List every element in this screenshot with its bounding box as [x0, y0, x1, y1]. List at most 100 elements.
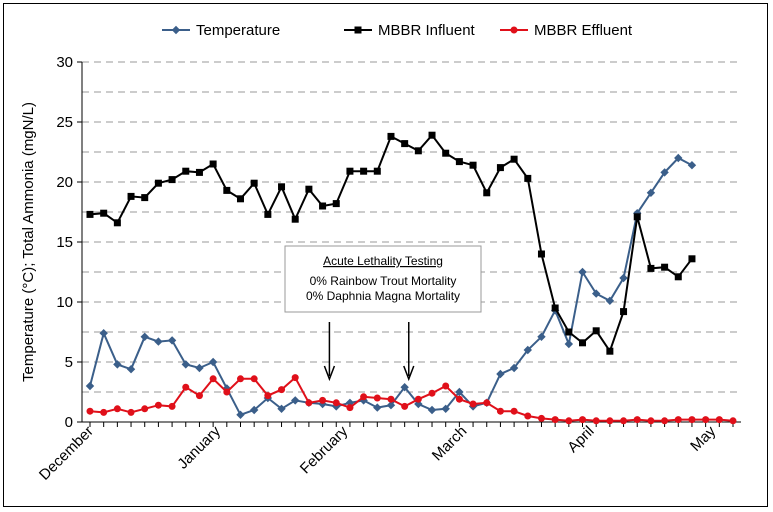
legend-label: Temperature [196, 22, 280, 39]
mbbr-effluent-point [620, 417, 628, 425]
temperature-point [564, 339, 574, 349]
mbbr-effluent-point [606, 417, 614, 425]
temperature-point [496, 369, 505, 379]
mbbr-influent-point [86, 210, 94, 218]
legend-item-mbbr-influent: MBBR Influent [344, 22, 476, 39]
temperature-point [126, 364, 136, 374]
temperature-point [85, 381, 95, 391]
temperature-point [674, 153, 683, 163]
mbbr-influent-point [387, 132, 395, 140]
mbbr-effluent-point [592, 417, 600, 425]
mbbr-influent-point [565, 328, 573, 336]
annotation-box [284, 245, 482, 313]
series-mbbr-influent [86, 131, 696, 355]
y-tick-label: 10 [56, 294, 73, 311]
mbbr-effluent-point [401, 402, 409, 410]
temperature-point [455, 387, 464, 397]
mbbr-effluent-point [209, 375, 217, 383]
mbbr-influent-point [442, 149, 450, 157]
y-tick-label: 30 [56, 54, 73, 71]
mbbr-effluent-point [250, 375, 258, 383]
mbbr-effluent-point [346, 404, 354, 412]
legend-label: MBBR Influent [378, 22, 476, 39]
chart-frame: 0 5 10 15 20 25 30 December January February March… [3, 3, 768, 507]
mbbr-effluent-point [291, 374, 299, 382]
legend-item-temperature: Temperature [162, 22, 280, 39]
mbbr-effluent-point [633, 416, 641, 424]
mbbr-effluent-point [715, 416, 723, 424]
mbbr-effluent-point [154, 401, 162, 409]
mbbr-influent-point [633, 213, 641, 221]
mbbr-influent-point [113, 219, 121, 227]
mbbr-effluent-point [100, 408, 108, 416]
annotation-arrow [323, 322, 336, 382]
mbbr-effluent-point [647, 417, 655, 425]
mbbr-effluent-point [332, 399, 340, 407]
mbbr-effluent-point [469, 400, 477, 408]
mbbr-influent-point [264, 210, 272, 218]
mbbr-effluent-point [428, 389, 436, 397]
legend-marker [510, 26, 518, 34]
temperature-point [386, 400, 396, 410]
series-temperature [85, 153, 697, 420]
mbbr-effluent-point [496, 407, 504, 415]
mbbr-influent-point [579, 339, 587, 347]
annotation-line: 0% Daphnia Magna Mortality [306, 289, 460, 303]
mbbr-influent-point [154, 179, 162, 187]
temperature-point [591, 289, 601, 298]
temperature-point [400, 382, 409, 392]
ammonia-temperature-chart: 0 5 10 15 20 25 30 December January February March… [20, 22, 741, 484]
temperature-point [249, 405, 259, 415]
mbbr-influent-point [100, 209, 108, 217]
x-tick-label: April [564, 423, 597, 456]
temperature-point [291, 396, 300, 405]
mbbr-effluent-point [195, 392, 203, 400]
mbbr-influent-point [524, 174, 532, 182]
y-tick-label: 0 [65, 414, 73, 431]
mbbr-effluent-point [661, 417, 669, 425]
series-mbbr-effluent [86, 374, 737, 425]
temperature-point [523, 345, 532, 355]
series-layer [85, 131, 737, 425]
temperature-point [414, 399, 423, 409]
mbbr-effluent-point [168, 402, 176, 410]
mbbr-effluent-point [688, 416, 696, 424]
mbbr-effluent-point [182, 383, 190, 391]
mbbr-effluent-point [264, 392, 272, 400]
temperature-point [537, 332, 546, 342]
mbbr-influent-point [195, 168, 203, 176]
legend-label: MBBR Effluent [534, 22, 633, 39]
mbbr-effluent-point [537, 414, 545, 422]
annotation-heading: Acute Lethality Testing [323, 254, 443, 268]
mbbr-influent-point [319, 202, 327, 210]
mbbr-influent-point [620, 308, 628, 316]
x-tick-label: May [687, 422, 719, 454]
mbbr-influent-point [373, 167, 381, 175]
temperature-point [660, 168, 669, 177]
y-tick-label: 25 [56, 114, 73, 131]
gridlines [82, 61, 741, 393]
mbbr-influent-point [592, 327, 600, 335]
mbbr-influent-point [305, 185, 313, 193]
mbbr-influent-point [168, 176, 176, 184]
temperature-point [154, 337, 163, 346]
legend-marker [354, 26, 362, 34]
mbbr-effluent-point [305, 399, 313, 407]
temperature-point [167, 336, 177, 345]
annotation-layer: Acute Lethality Testing 0% Rainbow Trout … [284, 245, 482, 382]
x-tick-label: March [429, 423, 470, 464]
mbbr-influent-point [496, 164, 504, 172]
legend-item-mbbr-effluent: MBBR Effluent [500, 22, 633, 39]
mbbr-effluent-point [236, 375, 244, 383]
y-axis-title: Temperature (°C); Total Ammonia (mgN/L) [20, 102, 37, 382]
temperature-point [373, 403, 382, 412]
mbbr-influent-point [182, 167, 190, 175]
legend: Temperature MBBR Influent MBBR Effluent [162, 22, 633, 39]
mbbr-effluent-point [113, 405, 121, 413]
temperature-point [646, 188, 656, 198]
temperature-point [427, 405, 437, 415]
y-tick-label: 5 [65, 354, 73, 371]
mbbr-influent-point [223, 186, 231, 194]
mbbr-influent-point [401, 140, 409, 148]
temperature-point [140, 332, 149, 342]
